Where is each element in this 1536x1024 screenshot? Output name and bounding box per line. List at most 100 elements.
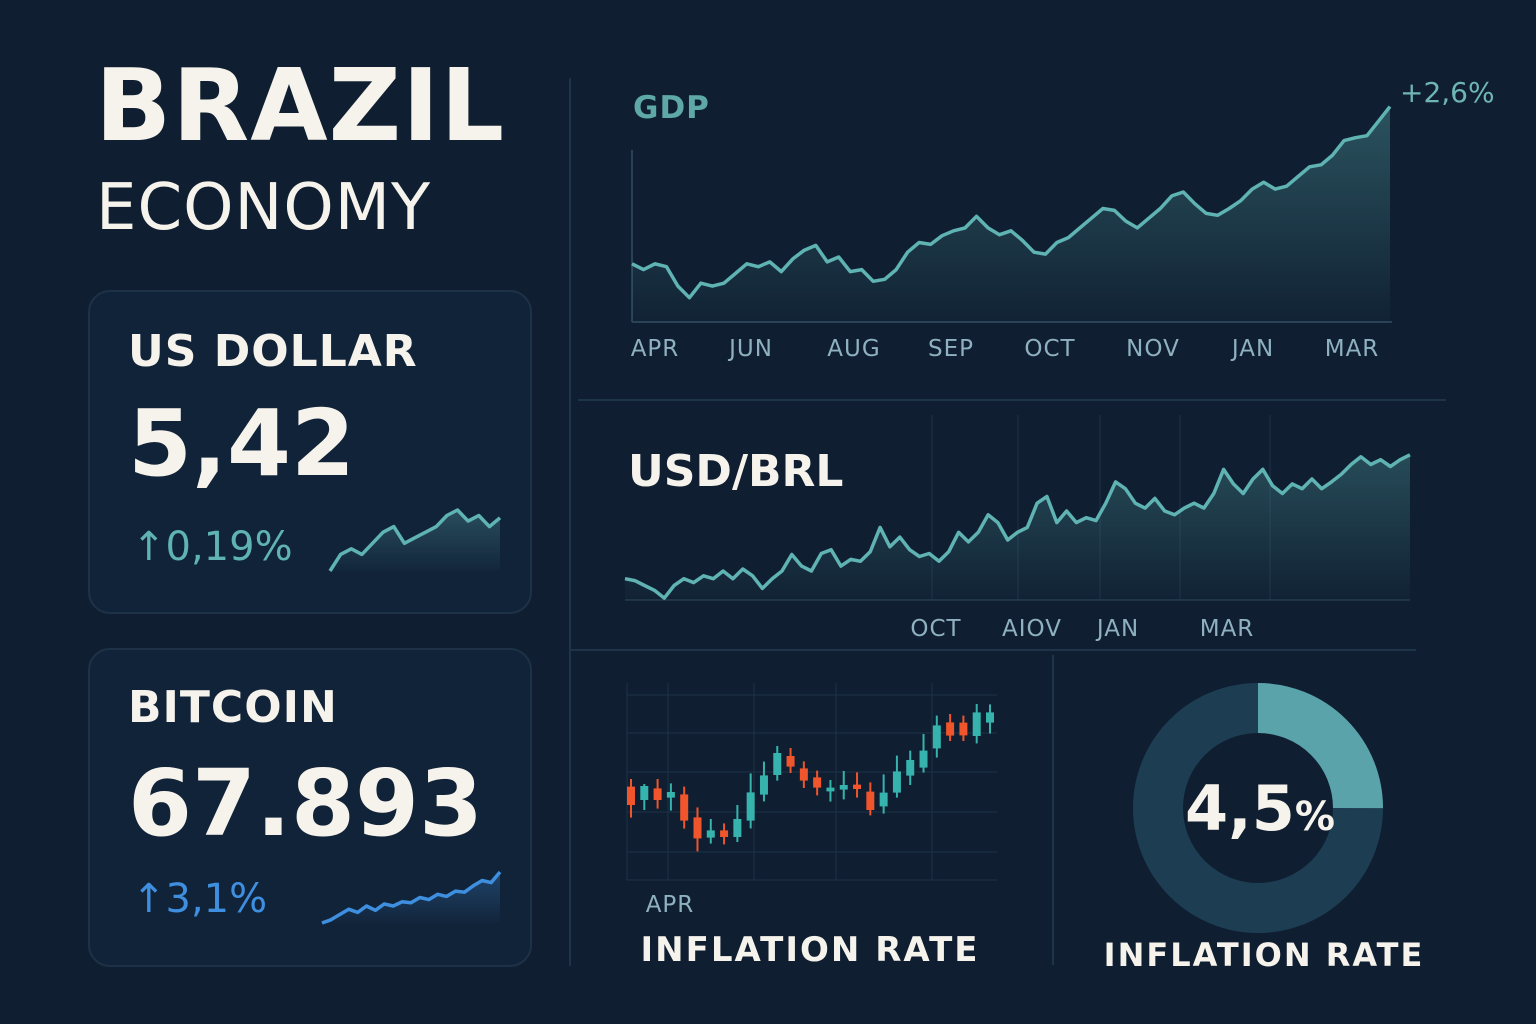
x-tick-label: JAN [1231, 336, 1275, 362]
candle [799, 761, 808, 788]
x-tick-label: JUN [729, 336, 773, 362]
bitcoin-sparkline [321, 870, 502, 925]
x-tick-label: MAR [1324, 336, 1380, 362]
candle-body [892, 771, 901, 793]
candle [932, 715, 941, 758]
page-title: BRAZIL [95, 47, 506, 164]
page-subtitle: ECONOMY [96, 171, 432, 245]
candle-body [733, 819, 742, 837]
candle [919, 734, 928, 773]
candle-body [972, 712, 981, 736]
candle-body [906, 760, 915, 776]
gdp-area [632, 106, 1390, 322]
candle [773, 746, 782, 781]
vertical-divider [569, 78, 571, 966]
x-tick-label: NOV [1126, 336, 1180, 362]
candle-body [640, 786, 649, 800]
usd-brl-title: USD/BRL [628, 446, 844, 497]
candle [866, 782, 875, 816]
card-value: 5,42 [128, 390, 355, 497]
x-tick-label: AIOV [1002, 616, 1062, 642]
candle [946, 714, 955, 741]
candle-body [627, 786, 635, 805]
candle [627, 779, 635, 818]
us-dollar-sparkline [328, 508, 502, 572]
candle-body [986, 712, 994, 723]
us-dollar-card: US DOLLAR 5,42 ↑0,19% [88, 290, 532, 614]
candle [653, 779, 662, 809]
candle-body [839, 785, 848, 790]
candle-body [666, 792, 675, 798]
bitcoin-card: BITCOIN 67.893 ↑3,1% [88, 648, 532, 967]
x-tick-label: APR [645, 892, 695, 918]
horizontal-divider [578, 399, 1446, 401]
candle-body [866, 791, 875, 810]
candle [972, 704, 981, 744]
gdp-title: GDP [633, 90, 710, 126]
gdp-line [631, 105, 1392, 300]
card-label: US DOLLAR [128, 326, 418, 377]
donut-title: INFLATION RATE [1103, 936, 1425, 974]
candle-body [786, 756, 795, 767]
usd-brl-line [624, 453, 1411, 600]
candle [733, 805, 742, 842]
x-tick-label: AUG [827, 336, 881, 362]
candle-body [759, 775, 768, 795]
arrow-up-icon: ↑ [132, 524, 166, 570]
usd-brl-area [625, 454, 1410, 600]
donut-segment [1133, 683, 1383, 933]
vertical-divider [1052, 655, 1054, 965]
candle-body [919, 750, 928, 768]
candle [906, 750, 915, 785]
candle [720, 823, 729, 845]
candle-body [773, 753, 782, 775]
candle [746, 773, 755, 829]
candle-body [653, 788, 662, 800]
x-tick-label: OCT [1024, 336, 1076, 362]
candle-body [946, 722, 955, 736]
candle-body [959, 722, 968, 736]
horizontal-divider [570, 649, 1416, 651]
candle-body [932, 725, 941, 749]
candle [813, 770, 822, 796]
candle [693, 807, 702, 852]
candle-body [693, 817, 702, 839]
candle [640, 784, 649, 810]
candle-body [706, 830, 715, 838]
candle [666, 783, 675, 811]
sparkline-line [328, 508, 502, 572]
sparkline-area [330, 510, 500, 571]
x-tick-label: MAR [1199, 616, 1255, 642]
card-change: ↑0,19% [132, 524, 293, 570]
candle [892, 755, 901, 798]
candle-body [826, 787, 835, 792]
candle [786, 748, 795, 773]
candle [826, 780, 835, 802]
candle-body [799, 768, 808, 781]
sparkline-area [322, 872, 500, 923]
card-label: BITCOIN [128, 682, 338, 733]
candlestick-title: INFLATION RATE [640, 930, 980, 970]
card-value: 67.893 [128, 750, 484, 857]
candle [853, 772, 862, 798]
candle [839, 771, 848, 800]
x-tick-label: JAN [1096, 616, 1140, 642]
gdp-annotation: +2,6% [1400, 76, 1495, 109]
donut-value: 4,5% [1185, 772, 1335, 845]
candle-body [813, 777, 822, 788]
candle-body [879, 792, 888, 807]
sparkline-line [321, 870, 502, 925]
candle [680, 786, 689, 829]
candle [706, 819, 715, 844]
x-tick-label: SEP [927, 336, 975, 362]
candle [759, 761, 768, 802]
x-tick-label: OCT [910, 616, 962, 642]
candle-body [853, 784, 862, 789]
candle [986, 704, 994, 734]
candle [959, 715, 968, 741]
candle-body [746, 792, 755, 821]
